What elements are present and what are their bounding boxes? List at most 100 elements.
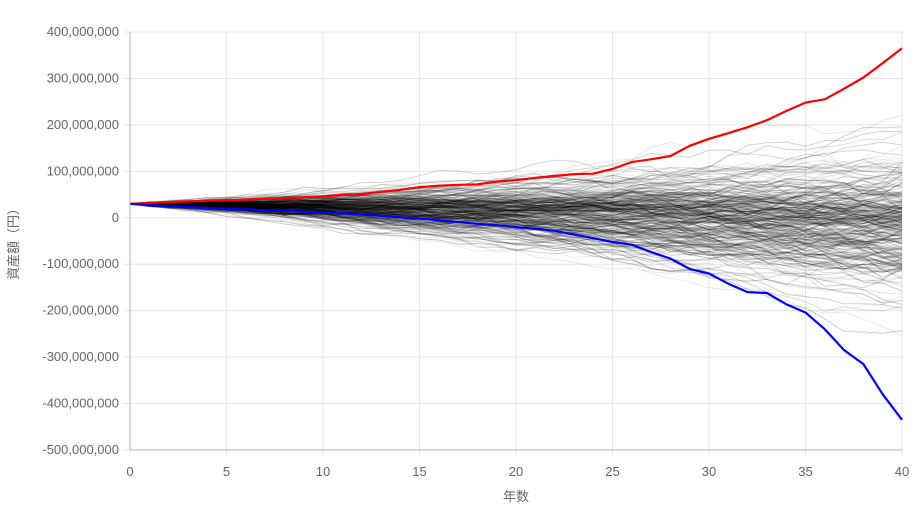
- simulation-path: [129, 203, 903, 304]
- simulation-path: [129, 203, 903, 246]
- simulation-path: [129, 203, 903, 256]
- simulation-path: [129, 196, 903, 217]
- simulation-path: [129, 203, 903, 292]
- simulation-path: [129, 176, 903, 205]
- simulation-path: [129, 199, 903, 231]
- simulation-path: [129, 203, 903, 280]
- simulation-path: [129, 199, 903, 223]
- x-tick-label: 25: [605, 464, 619, 479]
- simulation-path: [129, 188, 903, 213]
- simulation-path: [129, 203, 903, 236]
- simulation-path: [129, 200, 903, 217]
- simulation-path: [129, 188, 903, 217]
- simulation-path: [129, 203, 903, 225]
- simulation-path: [129, 199, 903, 219]
- simulation-path: [129, 166, 903, 208]
- simulation-path: [129, 165, 903, 206]
- y-axis-title: 資産額（円）: [6, 202, 21, 280]
- x-tick-label: 20: [509, 464, 523, 479]
- simulation-path: [129, 203, 903, 273]
- grid: [124, 31, 903, 456]
- y-tick-label: -200,000,000: [42, 303, 119, 318]
- simulation-path: [129, 202, 903, 287]
- simulation-path: [129, 203, 903, 259]
- simulation-path: [129, 159, 903, 205]
- simulation-path: [129, 197, 903, 223]
- simulation-path: [129, 197, 903, 228]
- simulation-path: [129, 201, 903, 245]
- simulation-path: [130, 200, 903, 256]
- simulation-path: [129, 187, 903, 207]
- simulation-path: [129, 199, 903, 238]
- simulation-path: [129, 203, 903, 238]
- simulation-path: [129, 195, 903, 221]
- simulation-path: [130, 194, 903, 220]
- simulation-path: [129, 188, 903, 219]
- simulation-path: [130, 183, 903, 210]
- simulation-path: [129, 201, 903, 216]
- simulation-path: [129, 202, 903, 252]
- simulation-path: [130, 171, 903, 212]
- simulation-path: [129, 199, 903, 221]
- y-tick-label: 300,000,000: [47, 70, 119, 85]
- simulation-path: [129, 161, 903, 211]
- simulation-path: [129, 202, 903, 218]
- simulation-path: [129, 203, 903, 312]
- simulation-path: [129, 160, 903, 208]
- simulation-path: [129, 202, 903, 227]
- simulation-path: [129, 203, 903, 236]
- simulation-path: [129, 174, 903, 205]
- simulation-path: [129, 161, 903, 205]
- simulation-path: [129, 203, 903, 337]
- y-tick-label: -300,000,000: [42, 349, 119, 364]
- simulation-path: [129, 199, 903, 225]
- simulation-path: [129, 196, 903, 246]
- simulation-path: [129, 201, 903, 228]
- simulation-path: [129, 182, 903, 224]
- simulation-path: [129, 200, 903, 237]
- x-tick-label: 30: [702, 464, 716, 479]
- simulation-path: [129, 190, 903, 224]
- simulation-path: [129, 198, 902, 219]
- simulation-path: [129, 201, 903, 258]
- simulation-path: [129, 199, 903, 229]
- simulation-path: [129, 199, 903, 238]
- simulation-path: [130, 174, 903, 205]
- simulation-path: [129, 197, 903, 225]
- simulation-path: [129, 203, 903, 241]
- simulation-path: [130, 202, 903, 253]
- simulation-path: [129, 202, 903, 261]
- simulation-path: [129, 201, 903, 267]
- simulation-path: [129, 197, 903, 223]
- axes: 400,000,000 300,000,000 200,000,000 100,000…: [42, 24, 909, 479]
- simulation-path: [129, 191, 903, 227]
- simulation-path: [129, 183, 903, 215]
- y-tick-label: 200,000,000: [47, 117, 119, 132]
- simulation-path: [129, 201, 903, 226]
- simulation-path: [129, 198, 903, 222]
- y-tick-label: 400,000,000: [47, 24, 119, 39]
- x-tick-label: 0: [126, 464, 133, 479]
- simulation-path: [129, 203, 903, 259]
- simulation-path: [129, 203, 903, 309]
- simulation-path: [129, 197, 903, 218]
- simulation-path: [129, 203, 903, 265]
- simulation-path: [129, 203, 903, 278]
- simulation-path: [129, 165, 903, 205]
- simulation-path: [129, 170, 903, 206]
- simulation-path: [129, 182, 903, 209]
- simulation-path: [129, 203, 903, 225]
- simulation-path: [129, 194, 903, 215]
- simulation-path: [129, 201, 903, 225]
- simulation-path: [129, 203, 903, 245]
- simulation-path: [129, 176, 903, 209]
- simulation-path: [129, 203, 903, 234]
- simulation-path: [129, 203, 903, 248]
- simulation-path: [129, 201, 903, 226]
- simulation-path: [129, 173, 903, 205]
- simulation-path: [129, 203, 903, 280]
- min-path-line: [129, 202, 903, 421]
- simulation-path: [129, 186, 903, 228]
- simulation-path: [129, 191, 903, 215]
- simulation-path: [129, 202, 903, 268]
